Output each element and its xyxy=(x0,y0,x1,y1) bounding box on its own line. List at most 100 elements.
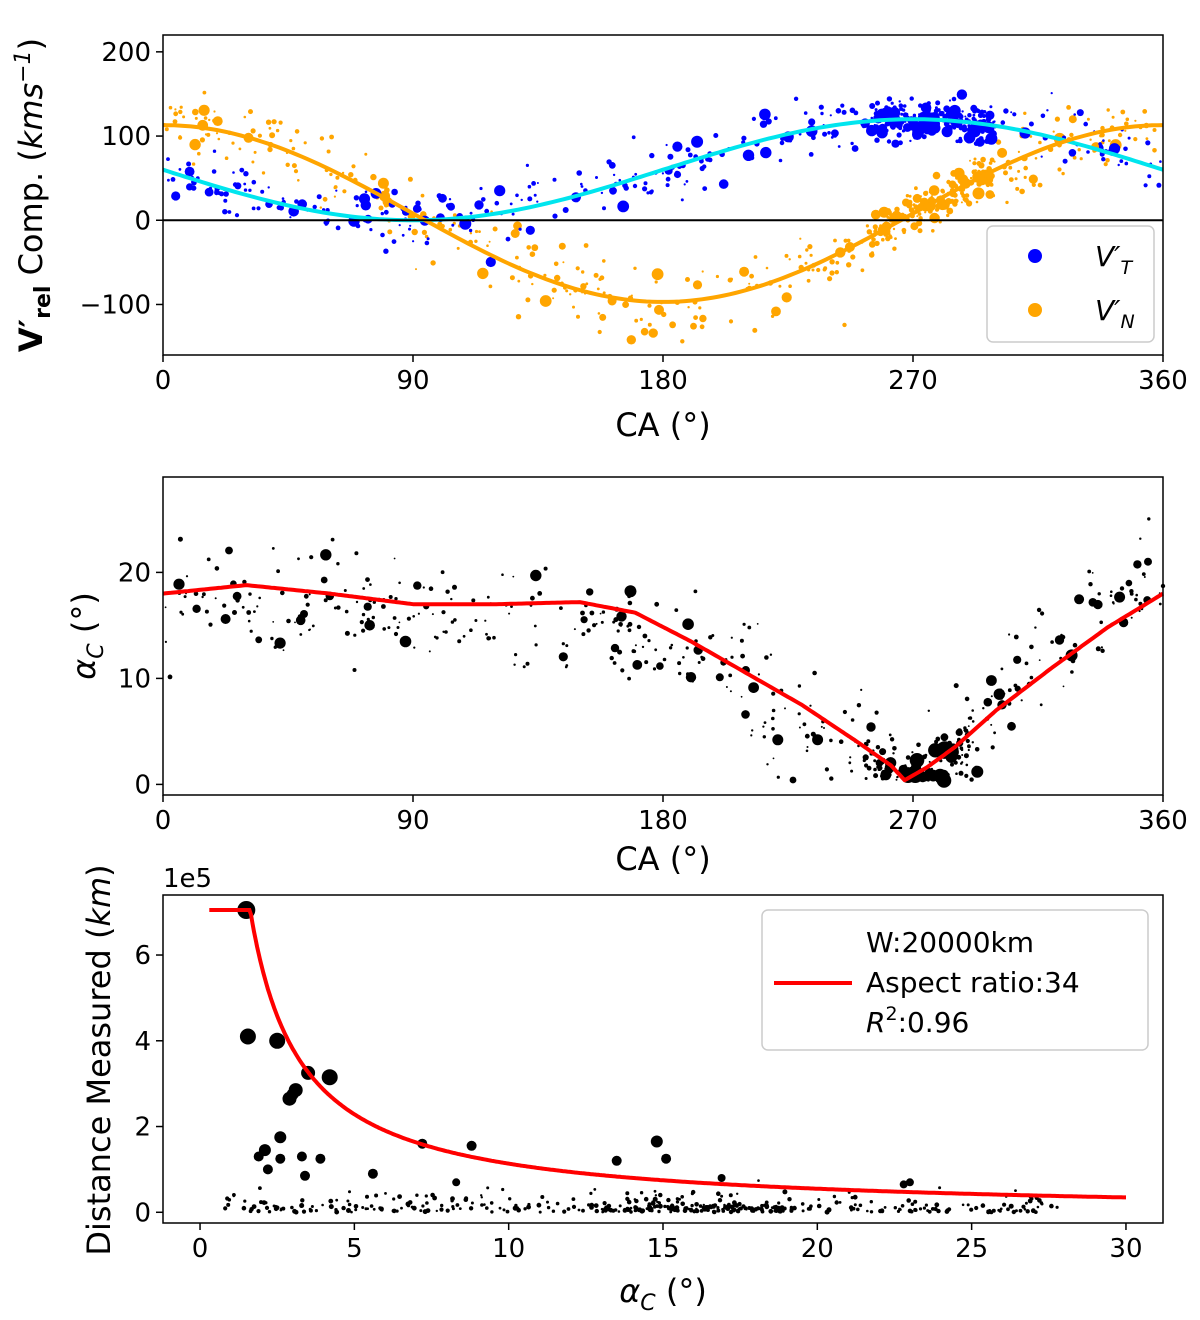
point-distance xyxy=(226,1202,231,1207)
point-distance xyxy=(866,1209,869,1213)
point-alpha xyxy=(715,673,724,682)
point-vt xyxy=(617,200,630,213)
point-alpha xyxy=(624,585,637,598)
point-vn xyxy=(885,235,891,242)
point-distance xyxy=(483,1203,486,1206)
point-vt xyxy=(901,108,906,112)
top-ytick-label: 200 xyxy=(101,38,151,68)
point-vt xyxy=(222,209,228,215)
point-alpha xyxy=(838,739,844,744)
point-vt xyxy=(956,89,968,100)
point-vt xyxy=(1040,155,1043,158)
point-distance xyxy=(264,1205,270,1210)
point-vn xyxy=(829,270,835,276)
point-alpha xyxy=(167,674,173,680)
point-vn xyxy=(580,283,587,290)
point-alpha xyxy=(874,710,879,715)
point-vt xyxy=(778,158,783,163)
point-distance xyxy=(346,1199,350,1203)
point-alpha xyxy=(820,725,823,728)
point-alpha xyxy=(1020,699,1023,702)
mid-ticks: 0 90 180 270 360 0 10 20 xyxy=(118,558,1188,836)
point-vt xyxy=(1003,108,1009,114)
point-vn xyxy=(846,262,852,268)
point-vn xyxy=(602,259,606,263)
point-distance xyxy=(647,1202,652,1207)
point-alpha xyxy=(412,615,416,618)
point-vt xyxy=(575,199,579,203)
point-vn xyxy=(1038,140,1042,145)
point-vt xyxy=(759,108,771,121)
point-distance-large xyxy=(367,1168,378,1179)
point-distance xyxy=(458,1207,462,1210)
point-vt xyxy=(1068,149,1077,157)
point-alpha xyxy=(1110,590,1113,593)
point-distance xyxy=(501,1187,505,1192)
point-alpha xyxy=(990,695,993,698)
point-vt xyxy=(958,136,962,141)
point-alpha xyxy=(1134,597,1138,602)
mid-ytick-label: 0 xyxy=(134,770,151,800)
point-vt xyxy=(494,200,500,206)
point-alpha xyxy=(971,720,975,723)
point-vn xyxy=(797,254,802,259)
point-alpha xyxy=(392,616,397,620)
point-vn xyxy=(1107,139,1111,143)
point-distance-large xyxy=(253,1151,264,1162)
point-alpha xyxy=(634,644,637,647)
point-distance xyxy=(341,1205,346,1211)
point-alpha xyxy=(255,636,263,644)
point-distance xyxy=(502,1208,506,1212)
point-alpha xyxy=(610,643,620,653)
point-alpha xyxy=(222,603,227,608)
point-vt xyxy=(926,112,930,117)
point-vt xyxy=(992,120,995,124)
point-vn xyxy=(599,313,607,321)
point-vt xyxy=(891,139,900,148)
point-alpha xyxy=(875,745,881,750)
point-vt xyxy=(947,111,953,117)
point-vn xyxy=(1005,200,1009,205)
point-alpha xyxy=(361,628,366,633)
point-alpha xyxy=(282,649,285,652)
point-vn xyxy=(1152,148,1157,153)
point-distance xyxy=(732,1207,737,1212)
point-alpha xyxy=(772,734,784,746)
point-vn xyxy=(647,322,652,327)
point-vn xyxy=(950,170,958,177)
point-alpha xyxy=(592,623,597,628)
point-vt xyxy=(208,186,213,190)
point-alpha xyxy=(805,749,809,753)
point-vt xyxy=(212,149,217,153)
point-alpha xyxy=(918,778,921,781)
point-vn xyxy=(978,162,985,169)
mid-xtick-label: 180 xyxy=(638,806,688,836)
point-vt xyxy=(527,196,533,202)
point-alpha xyxy=(204,609,209,614)
point-alpha xyxy=(485,632,488,636)
point-vn xyxy=(809,253,813,257)
point-vn xyxy=(275,128,280,133)
point-distance xyxy=(1018,1208,1023,1213)
point-alpha xyxy=(911,751,914,754)
point-alpha xyxy=(813,734,817,738)
point-vt xyxy=(580,185,584,188)
point-vn xyxy=(892,227,896,231)
point-vn xyxy=(269,132,276,139)
point-distance xyxy=(1014,1209,1018,1213)
point-vt xyxy=(580,182,583,186)
point-vt xyxy=(895,110,900,115)
point-vt xyxy=(1086,150,1090,154)
point-alpha xyxy=(1158,602,1162,606)
point-alpha xyxy=(435,636,439,640)
point-vn xyxy=(348,172,354,178)
point-distance xyxy=(223,1206,228,1211)
bot-xtick-label: 30 xyxy=(1109,1234,1142,1264)
point-distance xyxy=(898,1207,902,1211)
point-vt xyxy=(426,237,430,241)
point-vn xyxy=(271,119,277,125)
point-distance xyxy=(350,1210,353,1214)
point-alpha xyxy=(751,729,754,732)
point-alpha xyxy=(453,618,457,622)
point-alpha xyxy=(730,636,733,639)
